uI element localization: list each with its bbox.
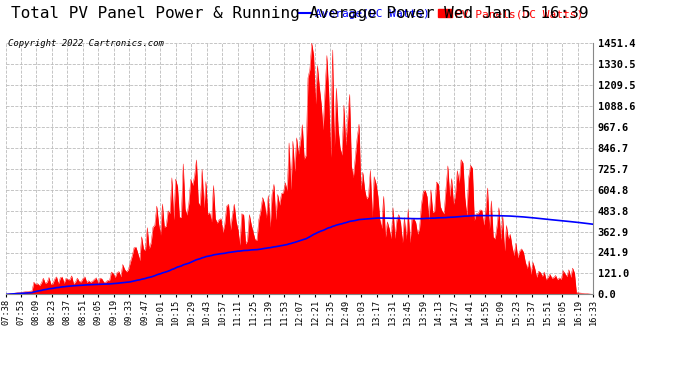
Legend: Average(DC Watts), PV Panels(DC Watts): Average(DC Watts), PV Panels(DC Watts) <box>294 5 588 24</box>
Text: Copyright 2022 Cartronics.com: Copyright 2022 Cartronics.com <box>8 39 164 48</box>
Text: Total PV Panel Power & Running Average Power Wed Jan 5 16:39: Total PV Panel Power & Running Average P… <box>12 6 589 21</box>
